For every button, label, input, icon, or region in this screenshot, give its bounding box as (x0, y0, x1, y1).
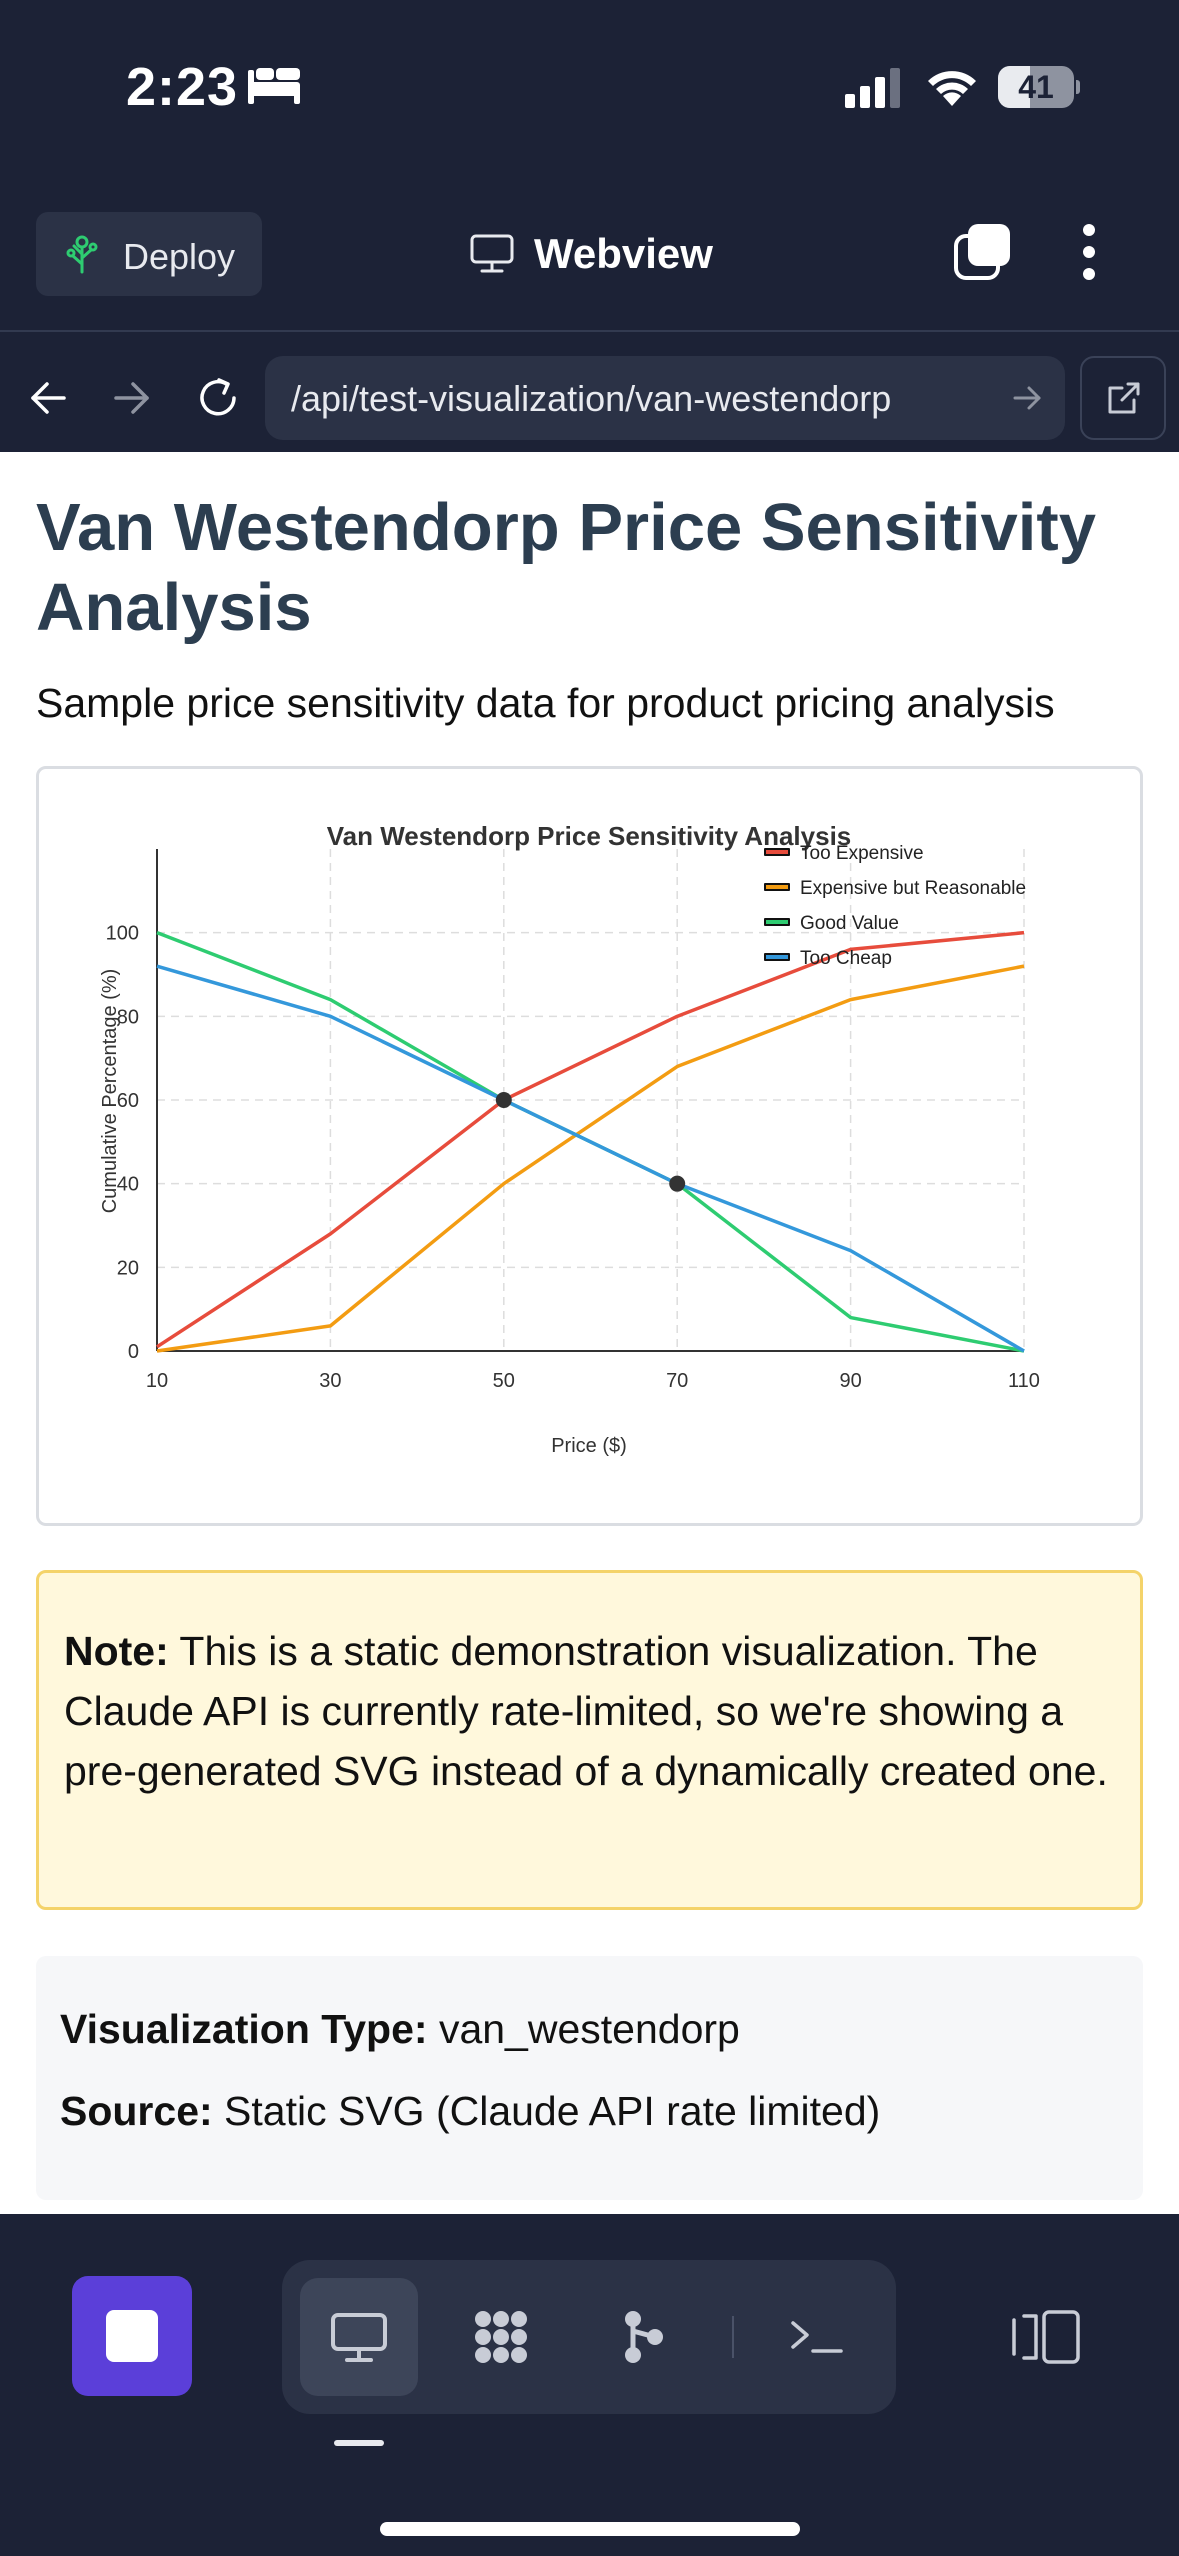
dock-item-terminal[interactable] (758, 2278, 876, 2396)
x-tick-label: 110 (1008, 1370, 1040, 1392)
note-text: Note: This is a static demonstration vis… (64, 1621, 1124, 1801)
page-title: Van Westendorp Price Sensitivity Analysi… (36, 490, 1096, 645)
stop-button[interactable] (72, 2276, 192, 2396)
status-time: 2:23 (126, 57, 239, 117)
x-tick-label: 10 (146, 1370, 168, 1392)
legend-swatch (766, 920, 788, 924)
y-axis-label: Cumulative Percentage (%) (99, 969, 121, 1214)
url-input[interactable]: /api/test-visualization/van-westendorp (265, 356, 1065, 440)
source-value: Static SVG (Claude API rate limited) (212, 2088, 881, 2134)
arrow-right-icon[interactable] (1011, 382, 1043, 414)
note-body: This is a static demonstration visualiza… (64, 1628, 1108, 1794)
visualization-type-row: Visualization Type: van_westendorp (60, 2006, 740, 2053)
y-tick-label: 0 (128, 1341, 139, 1363)
wifi-icon (928, 71, 976, 106)
tree-icon (66, 235, 98, 274)
note-box: Note: This is a static demonstration vis… (36, 1570, 1143, 1910)
series-line-expensive-but-reasonable (156, 964, 1025, 1353)
stop-icon (106, 2310, 158, 2362)
chart-card: Van Westendorp Price Sensitivity Analysi… (36, 766, 1143, 1526)
meta-info: Visualization Type: van_westendorp Sourc… (36, 1956, 1143, 2200)
webview-label: Webview (534, 230, 713, 277)
y-tick-label: 80 (117, 1006, 139, 1028)
browser-nav-bar: /api/test-visualization/van-westendorp (0, 352, 1179, 452)
legend-label: Expensive but Reasonable (800, 878, 1026, 899)
intersection-marker (669, 1175, 686, 1192)
side-panel-icon[interactable] (1010, 2308, 1082, 2366)
legend-swatch (766, 885, 788, 889)
vertical-ellipsis-icon[interactable] (1080, 222, 1098, 282)
battery-level: 41 (1018, 69, 1054, 105)
y-tick-label: 40 (117, 1174, 139, 1196)
y-tick-label: 100 (106, 923, 139, 945)
legend-swatch (766, 955, 788, 959)
y-tick-label: 60 (117, 1090, 139, 1112)
dock-item-webview[interactable] (300, 2278, 418, 2396)
dock-item-git[interactable] (584, 2278, 702, 2396)
reload-icon[interactable] (194, 374, 242, 422)
bed-icon (248, 68, 300, 104)
x-tick-label: 70 (666, 1370, 688, 1392)
status-bar: 2:23 41 (0, 0, 1179, 170)
chart-title: Van Westendorp Price Sensitivity Analysi… (327, 821, 852, 851)
arrow-left-icon[interactable] (28, 378, 68, 418)
series-line-too-cheap (156, 964, 1025, 1353)
x-tick-label: 30 (319, 1370, 341, 1392)
intersection-marker (495, 1092, 512, 1108)
app-toolbar: Deploy Webview (0, 200, 1179, 310)
y-tick-label: 20 (117, 1257, 139, 1279)
x-tick-label: 50 (493, 1370, 515, 1392)
tabs-icon[interactable] (952, 222, 1012, 282)
legend-label: Good Value (800, 913, 899, 934)
home-indicator (380, 2522, 800, 2536)
note-label: Note: (64, 1628, 169, 1674)
url-text: /api/test-visualization/van-westendorp (291, 378, 892, 419)
monitor-icon (331, 2313, 387, 2362)
series-line-too-expensive (156, 930, 1025, 1349)
x-tick-label: 90 (839, 1370, 861, 1392)
battery-indicator: 41 (998, 66, 1080, 108)
deploy-label: Deploy (123, 236, 236, 277)
legend-label: Too Expensive (800, 843, 924, 864)
terminal-icon (791, 2321, 843, 2353)
open-external-button[interactable] (1080, 356, 1166, 440)
cellular-signal-icon (845, 68, 900, 108)
monitor-icon (470, 234, 514, 273)
source-label: Source: (60, 2088, 213, 2134)
webview-content: Van Westendorp Price Sensitivity Analysi… (0, 452, 1179, 2214)
dot-grid-icon (475, 2311, 527, 2363)
visualization-type-label: Visualization Type: (60, 2006, 428, 2052)
dock (282, 2260, 896, 2414)
dock-separator (732, 2316, 734, 2358)
external-link-icon (1108, 382, 1140, 414)
arrow-right-icon[interactable] (112, 378, 152, 418)
page-subtitle: Sample price sensitivity data for produc… (36, 680, 1055, 726)
active-tab-indicator (334, 2440, 384, 2446)
toolbar-divider (0, 330, 1179, 332)
x-axis-label: Price ($) (551, 1435, 627, 1457)
legend-label: Too Cheap (800, 948, 892, 969)
git-branch-icon (625, 2311, 663, 2363)
deploy-button[interactable]: Deploy (36, 212, 262, 296)
van-westendorp-chart: Van Westendorp Price Sensitivity Analysi… (99, 821, 1040, 1457)
visualization-type-value: van_westendorp (427, 2006, 740, 2052)
source-row: Source: Static SVG (Claude API rate limi… (60, 2088, 880, 2135)
legend-swatch (766, 850, 788, 854)
dock-item-grid[interactable] (442, 2278, 560, 2396)
bottom-bar (0, 2214, 1179, 2556)
